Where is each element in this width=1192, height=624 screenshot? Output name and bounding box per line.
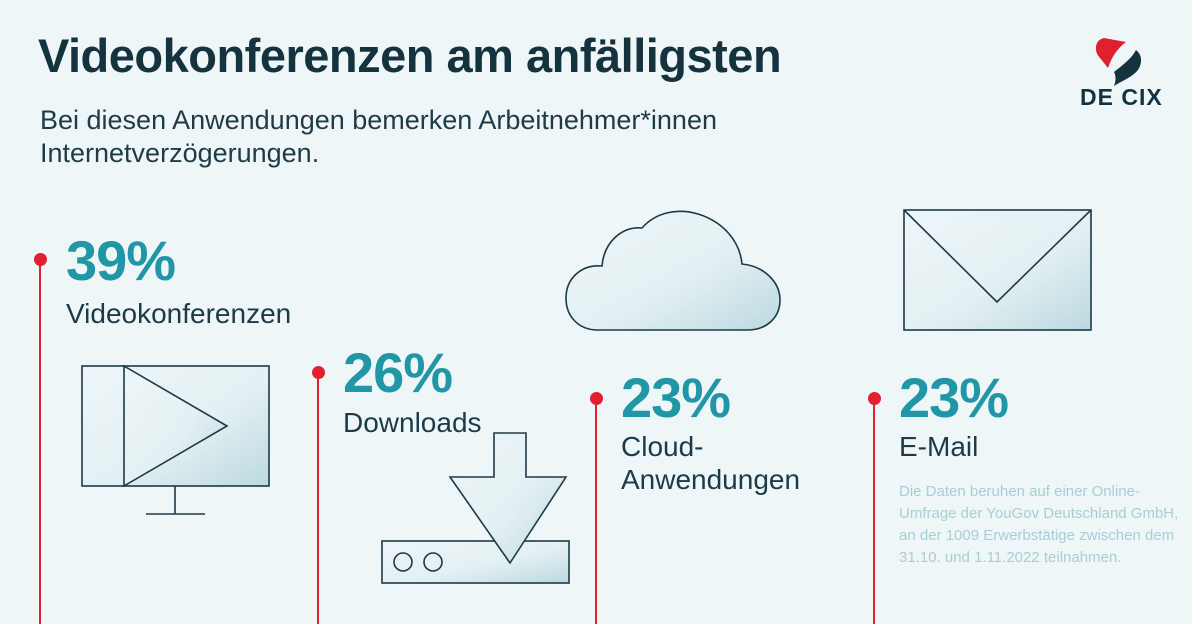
envelope-icon <box>903 209 1092 331</box>
timeline-dot-4 <box>868 392 881 405</box>
timeline-dot-3 <box>590 392 603 405</box>
category-label-cloud-line2: Anwendungen <box>621 464 801 495</box>
category-label-videokonferenzen: Videokonferenzen <box>66 298 292 329</box>
value-label-email: 23% <box>899 366 1009 429</box>
timeline-line-1 <box>39 259 41 624</box>
timeline-line-2 <box>317 372 319 624</box>
source-note: Die Daten beruhen auf einer Online-Umfra… <box>899 483 1179 566</box>
value-label-downloads: 26% <box>343 341 453 404</box>
monitor-play-icon <box>81 364 270 515</box>
timeline-dot-2 <box>312 366 325 379</box>
page-title: Videokonferenzen am anfälligsten <box>38 29 782 82</box>
category-label-cloud: Cloud- <box>621 431 704 462</box>
category-label-downloads: Downloads <box>343 407 482 438</box>
value-label-videokonferenzen: 39% <box>66 229 176 292</box>
timeline-dot-1 <box>34 253 47 266</box>
download-icon <box>381 432 570 584</box>
cloud-icon <box>565 210 781 331</box>
value-label-cloud: 23% <box>621 366 731 429</box>
decix-logo-icon <box>1095 38 1142 86</box>
timeline-line-3 <box>595 398 597 624</box>
timeline-line-4 <box>873 398 875 624</box>
page-subtitle: Bei diesen Anwendungen bemerken Arbeitne… <box>40 105 717 168</box>
category-label-email: E-Mail <box>899 431 979 462</box>
logo-text: DE CIX <box>1080 84 1163 110</box>
